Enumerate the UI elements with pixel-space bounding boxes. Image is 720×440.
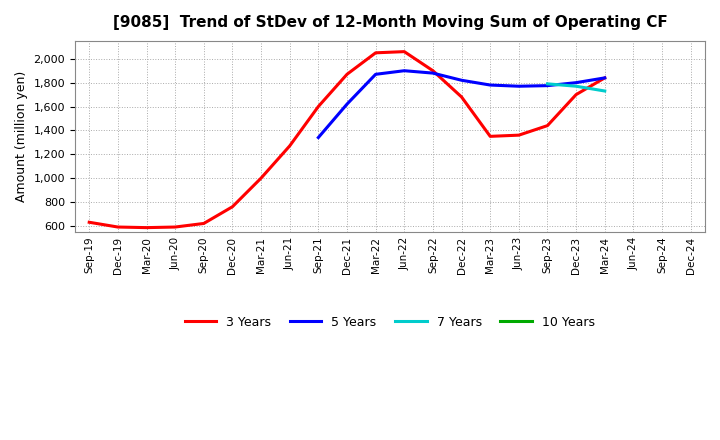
- 3 Years: [600, 75, 609, 81]
- Line: 5 Years: 5 Years: [318, 71, 605, 138]
- 5 Years: [372, 72, 380, 77]
- 5 Years: [428, 70, 437, 76]
- 3 Years: [515, 132, 523, 138]
- 7 Years: [543, 81, 552, 87]
- 5 Years: [314, 135, 323, 140]
- 5 Years: [486, 82, 495, 88]
- 3 Years: [257, 176, 266, 181]
- 7 Years: [572, 84, 580, 89]
- 3 Years: [142, 225, 150, 230]
- 3 Years: [114, 224, 122, 230]
- 3 Years: [228, 204, 237, 209]
- Line: 3 Years: 3 Years: [89, 51, 605, 227]
- 5 Years: [400, 68, 408, 73]
- Legend: 3 Years, 5 Years, 7 Years, 10 Years: 3 Years, 5 Years, 7 Years, 10 Years: [180, 311, 600, 334]
- 5 Years: [572, 80, 580, 85]
- 3 Years: [572, 92, 580, 97]
- 5 Years: [343, 102, 351, 107]
- 5 Years: [600, 75, 609, 81]
- 5 Years: [457, 77, 466, 83]
- 3 Years: [428, 68, 437, 73]
- 5 Years: [515, 84, 523, 89]
- 3 Years: [486, 134, 495, 139]
- 3 Years: [343, 72, 351, 77]
- 3 Years: [400, 49, 408, 54]
- 7 Years: [600, 88, 609, 94]
- 3 Years: [457, 94, 466, 99]
- 5 Years: [543, 83, 552, 88]
- 3 Years: [199, 221, 208, 226]
- Y-axis label: Amount (million yen): Amount (million yen): [15, 71, 28, 202]
- 3 Years: [543, 123, 552, 128]
- Line: 7 Years: 7 Years: [547, 84, 605, 91]
- 3 Years: [314, 104, 323, 109]
- Title: [9085]  Trend of StDev of 12-Month Moving Sum of Operating CF: [9085] Trend of StDev of 12-Month Moving…: [112, 15, 667, 30]
- 3 Years: [171, 224, 179, 230]
- 3 Years: [85, 220, 94, 225]
- 3 Years: [372, 50, 380, 55]
- 3 Years: [285, 143, 294, 149]
